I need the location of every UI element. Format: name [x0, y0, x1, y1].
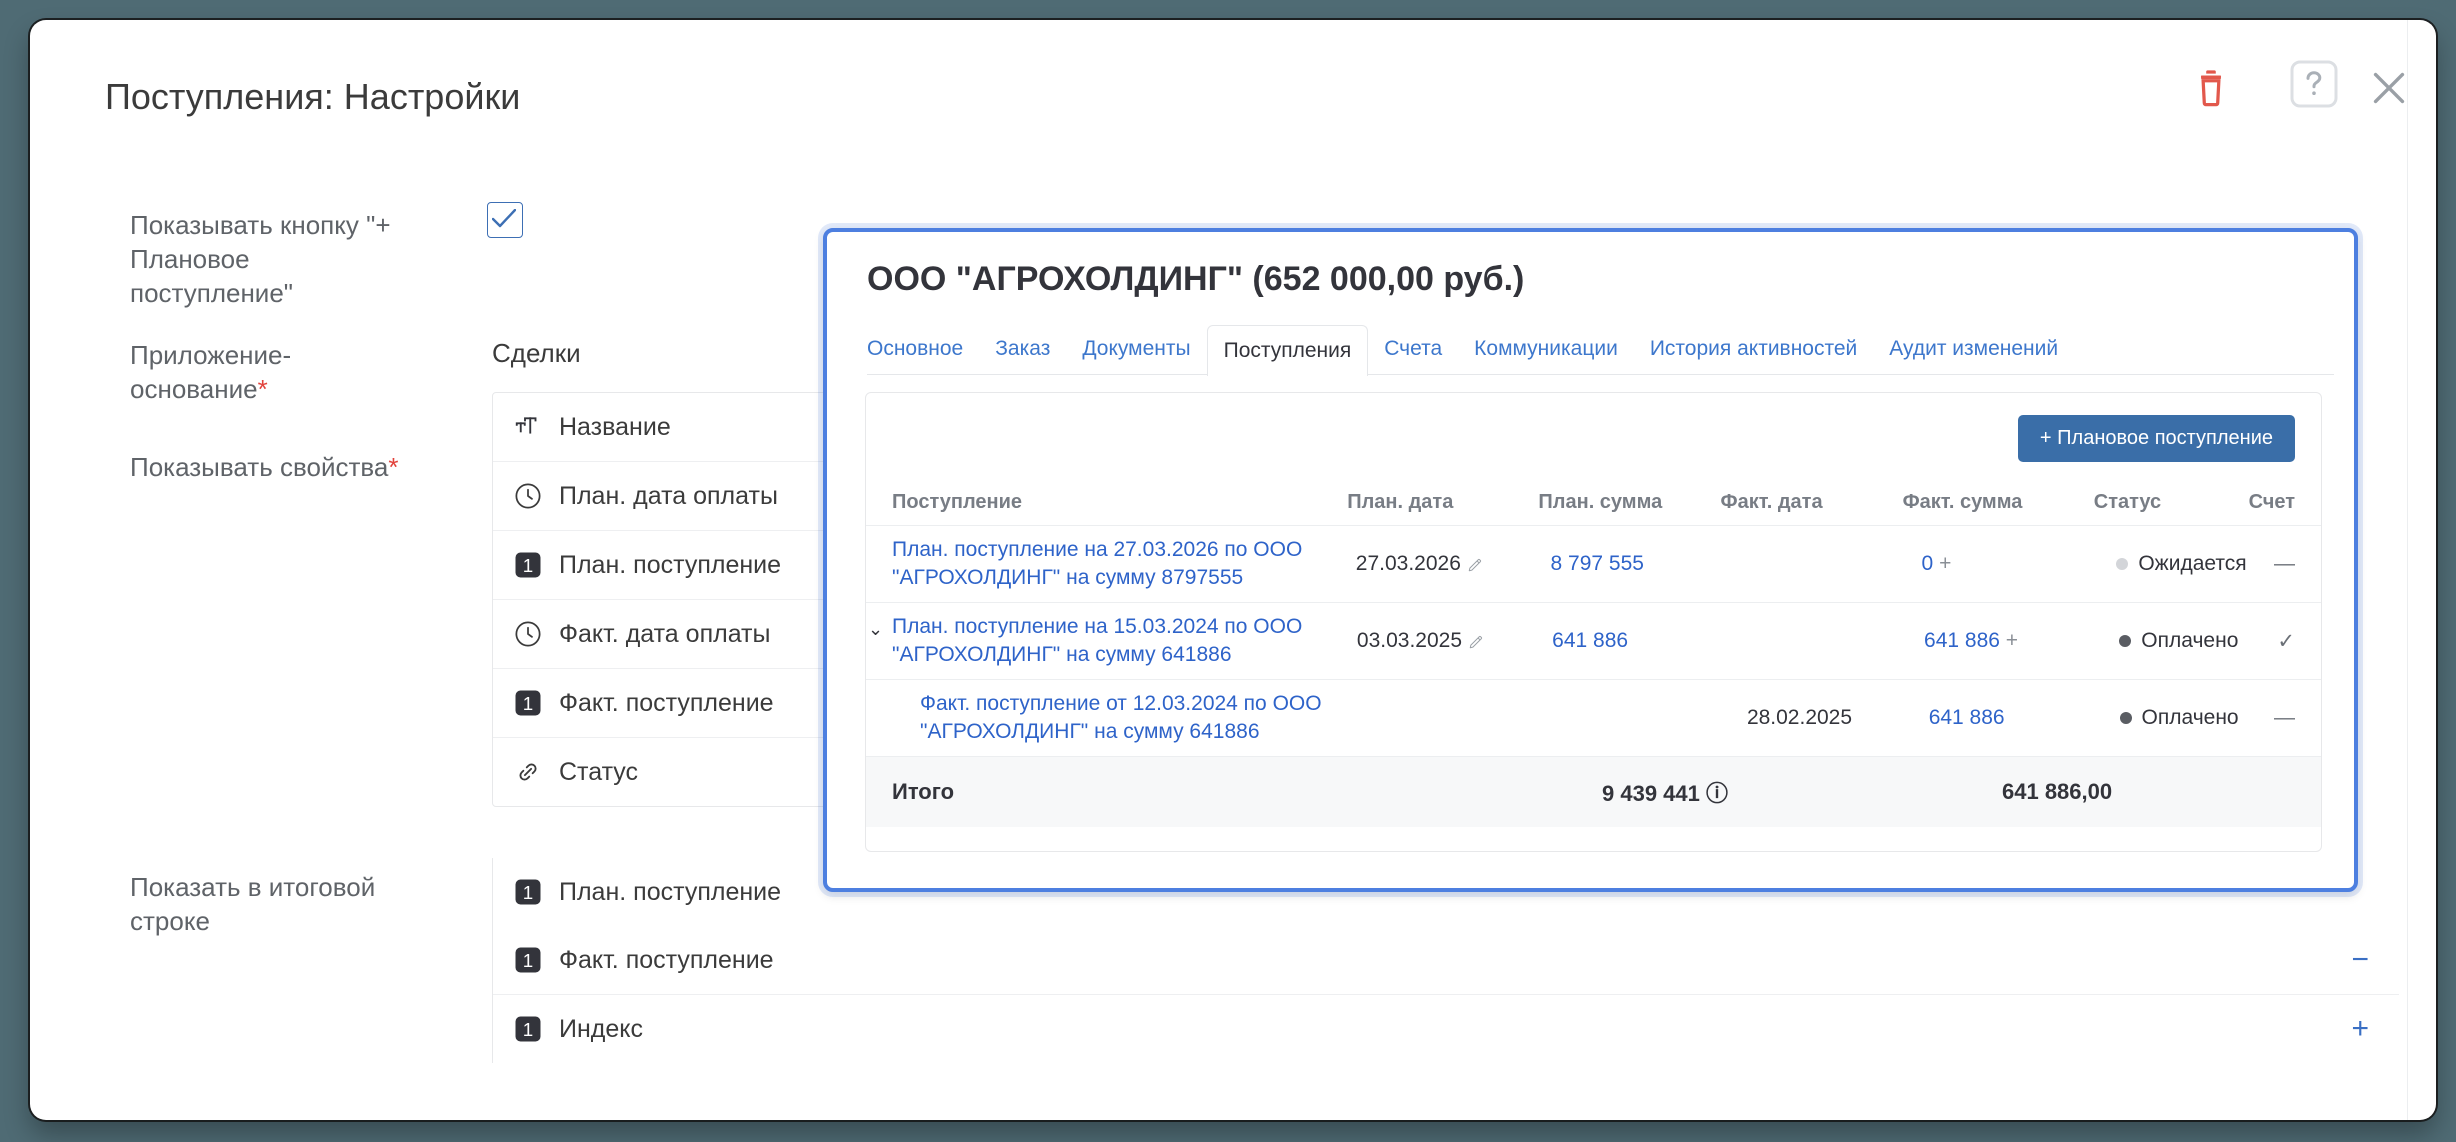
svg-text:1: 1	[523, 693, 533, 714]
svg-text:1: 1	[523, 555, 533, 576]
svg-text:1: 1	[523, 950, 533, 971]
svg-text:1: 1	[523, 882, 533, 903]
svg-text:1: 1	[523, 1019, 533, 1040]
